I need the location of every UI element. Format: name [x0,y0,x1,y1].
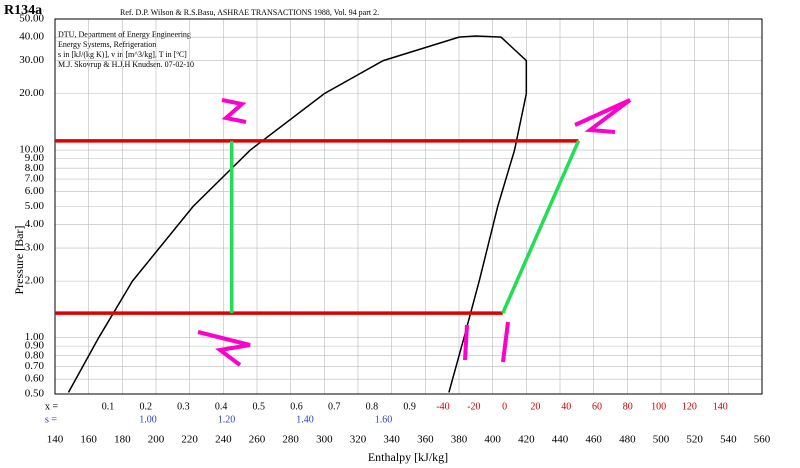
temperature-label: -20 [467,401,480,412]
temperature-label: 20 [530,401,540,412]
quality-label: 0.2 [139,401,152,412]
y-tick-label: 6.00 [25,185,45,197]
quality-label: 0.8 [366,401,379,412]
x-tick-label: 180 [114,434,131,446]
quality-label: 0.4 [215,401,228,412]
x-tick-label: 400 [484,434,501,446]
plot-frame [54,18,763,395]
temperature-label: 40 [561,401,571,412]
quality-label: 0.6 [290,401,303,412]
info-line: DTU, Department of Energy Engineering [58,30,191,39]
temperature-label: 100 [651,401,666,412]
series-line [67,35,528,393]
temperature-label: -40 [436,401,449,412]
x-tick-label: 420 [518,434,535,446]
y-tick-label: 2.00 [25,275,45,287]
y-tick-label: 40.00 [19,31,44,43]
quality-label: 0.3 [177,401,190,412]
y-tick-label: 0.90 [25,340,45,352]
y-tick-label: 10.00 [19,144,44,156]
x-tick-label: 560 [754,434,771,446]
y-tick-label: 4.00 [25,218,45,230]
scribble [221,98,247,124]
series-line [501,140,581,314]
info-line: M.J. Skovrup & H.J.H Knudsen. 07-02-10 [58,60,194,69]
x-tick-label: 300 [316,434,333,446]
y-tick-label: 3.00 [25,242,45,254]
entropy-prefix: s = [45,414,57,425]
x-tick-label: 460 [585,434,602,446]
y-tick-label: 7.00 [25,173,45,185]
x-tick-label: 240 [215,434,232,446]
y-tick-label: 50.00 [19,13,44,25]
y-tick-label: 9.00 [25,152,45,164]
x-tick-label: 380 [451,434,468,446]
x-tick-label: 280 [282,434,299,446]
y-tick-label: 0.80 [25,349,45,361]
entropy-label: 1.40 [296,414,314,425]
x-tick-label: 440 [552,434,569,446]
scribble [463,324,469,361]
y-tick-label: 1.00 [25,331,45,343]
entropy-label: 1.20 [218,414,236,425]
x-tick-label: 340 [383,434,400,446]
temperature-label: 80 [623,401,633,412]
x-tick-label: 520 [686,434,703,446]
x-tick-label: 260 [249,434,266,446]
x-tick-label: 160 [80,434,97,446]
x-tick-label: 500 [653,434,670,446]
y-tick-label: 0.60 [25,373,45,385]
x-tick-label: 140 [47,434,64,446]
quality-label: 0.9 [403,401,416,412]
x-tick-label: 360 [417,434,434,446]
y-tick-label: 0.50 [25,388,45,400]
temperature-label: 140 [713,401,728,412]
chart-title: R134a [4,3,42,18]
y-tick-label: 5.00 [25,200,45,212]
quality-prefix: x = [45,401,59,412]
quality-label: 0.7 [328,401,341,412]
x-tick-label: 200 [148,434,165,446]
temperature-label: 0 [502,401,507,412]
scribble [574,98,632,134]
y-tick-label: 30.00 [19,54,44,66]
info-line: Energy Systems, Refrigeration [58,40,156,49]
temperature-label: 60 [592,401,602,412]
entropy-label: 1.60 [375,414,393,425]
scribble [197,330,251,367]
y-tick-label: 20.00 [19,87,44,99]
x-tick-label: 220 [181,434,198,446]
x-axis-label: Enthalpy [kJ/kg] [368,450,448,464]
subtitle: Ref. D.P. Wilson & R.S.Basu, ASHRAE TRAN… [120,8,379,17]
quality-label: 0.1 [102,401,115,412]
y-axis-label: Pressure [Bar] [12,226,26,295]
scribble [501,321,510,363]
quality-label: 0.5 [253,401,266,412]
annotations [197,98,632,367]
x-tick-label: 480 [619,434,636,446]
entropy-label: 1.00 [139,414,157,425]
x-tick-label: 320 [350,434,367,446]
y-tick-label: 8.00 [25,162,45,174]
y-tick-label: 0.70 [25,360,45,372]
temperature-label: 120 [682,401,697,412]
x-tick-label: 540 [720,434,737,446]
